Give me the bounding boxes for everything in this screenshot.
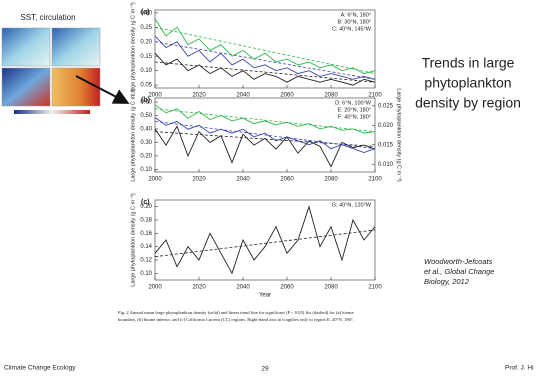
citation-line: Woodworth-Jefcoats [424,257,493,266]
y-tick-label: 0.30 [140,140,152,146]
y2-tick-label: 0.015 [378,142,394,148]
legend-entry: E: 20°N, 180° [338,107,371,113]
y-tick-label: 0.10 [140,167,152,173]
x-tick-label: 2080 [324,177,338,183]
y-tick-label: 0.15 [140,54,152,60]
page-number: 29 [261,366,269,373]
y-tick-label: 0.50 [140,113,152,119]
x-tick-label: 2020 [192,93,206,99]
headline-line: Trends in large [422,55,515,71]
headline-line: phytoplankton [424,75,511,91]
y-axis-label: Large phytoplankton density (g C m⁻³) [130,2,136,96]
legend-entry: F: 40°N, 180° [338,114,371,120]
x-tick-label: 2000 [148,93,162,99]
y-tick-label: 0.16 [140,231,152,237]
citation-line: et al., Global Change [424,267,494,276]
caption-line: Fig. 2 Annual mean large phytoplankton d… [118,310,354,315]
x-axis-label: Year [259,293,271,299]
x-tick-label: 2040 [236,177,250,183]
caption-line: boundary, (b) biome interior, and (c) Ca… [118,317,354,323]
y-tick-label: 0.10 [140,68,152,74]
y2-tick-label: 0.020 [378,123,394,129]
legend-entry: C: 40°N, 145°W [332,26,372,32]
x-tick-label: 2060 [280,285,294,291]
x-tick-label: 2100 [368,93,382,99]
y-tick-label: 0.20 [140,204,152,210]
y2-tick-label: 0.010 [378,162,394,168]
y-tick-label: 0.60 [140,100,152,106]
series-line [155,36,375,79]
slide: SST, circulation Trends in large phytopl… [0,0,536,376]
y-tick-label: 0.05 [140,83,152,89]
y-tick-label: 0.18 [140,218,152,224]
y-tick-label: 0.40 [140,127,152,133]
legend-entry: G: 40°N, 120°W [332,202,372,208]
plot-frame [155,200,375,280]
x-tick-label: 2020 [192,285,206,291]
page: {"slide": {"map_label": "SST, circulatio… [0,0,536,376]
x-tick-label: 2000 [148,285,162,291]
y-tick-label: 0.20 [140,39,152,45]
x-tick-label: 2060 [280,177,294,183]
series-line [155,126,375,166]
y-axis-label: Large phytoplankton density (g C m⁻³) [130,88,136,182]
legend-entry: D: 6°N, 100°W [335,100,372,106]
legend-entry: A: 6°N, 180° [341,12,371,18]
y2-axis-label: Large phytoplankton density (g C m⁻³) [396,88,402,182]
legend-entry: B: 30°N, 180° [338,19,371,25]
x-tick-label: 2040 [236,93,250,99]
x-tick-label: 2080 [324,93,338,99]
y-tick-label: 0.12 [140,258,152,264]
x-tick-label: 2020 [192,177,206,183]
headline-line: density by region [415,95,521,111]
x-tick-label: 2040 [236,285,250,291]
series-line [155,53,375,85]
map-label: SST, circulation [20,13,75,22]
y-tick-label: 0.30 [140,10,152,16]
map-thumbnails [2,28,100,114]
y-tick-label: 0.20 [140,153,152,159]
y-tick-label: 0.25 [140,25,152,31]
x-tick-label: 2000 [148,177,162,183]
series-line [155,207,375,274]
x-tick-label: 2100 [368,177,382,183]
y-tick-label: 0.14 [140,244,152,250]
y2-tick-label: 0.025 [378,103,394,109]
y-axis-label: Large phytoplankton density (g C m⁻³) [130,193,136,287]
citation-line: Biology, 2012 [424,277,470,286]
trend-line [155,27,375,73]
trend-line [155,132,375,147]
x-tick-label: 2080 [324,285,338,291]
x-tick-label: 2100 [368,285,382,291]
footer-left: Climate Change Ecology [4,365,76,372]
footer-right: Prof. J. Hi [505,365,534,372]
y-tick-label: 0.10 [140,271,152,277]
trend-line [155,230,375,257]
x-tick-label: 2060 [280,93,294,99]
